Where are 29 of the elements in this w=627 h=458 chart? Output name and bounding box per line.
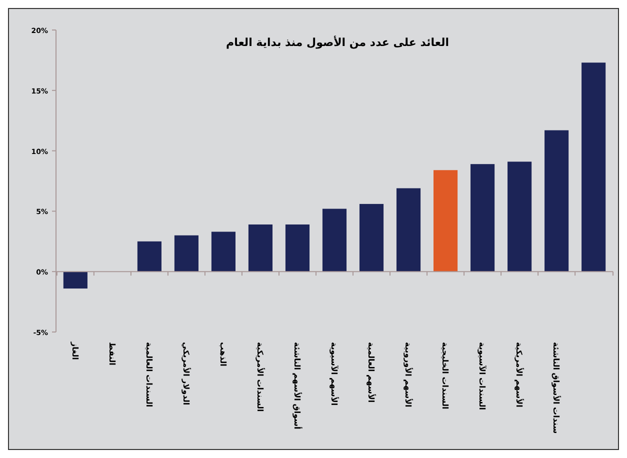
bar <box>248 224 273 272</box>
bar <box>396 188 421 272</box>
bar <box>470 164 495 272</box>
bar <box>434 170 458 272</box>
bar <box>211 232 236 272</box>
x-tick-label: الغاز <box>70 341 80 360</box>
x-tick-label: الأسهم العالمية <box>366 342 377 403</box>
bar <box>582 62 606 272</box>
x-tick-label: الأسهم الآسيوية <box>330 342 340 406</box>
bar <box>544 130 569 272</box>
x-tick-label: السندات الآسيوية <box>478 342 488 410</box>
x-tick-label: السندات الأمريكية <box>255 342 266 412</box>
bar <box>63 272 88 289</box>
x-tick-label: السندات الخليجية <box>440 342 450 410</box>
x-tick-label: الأسهم الأمريكية <box>514 342 525 408</box>
bar <box>322 208 347 272</box>
x-tick-label: السندات العالمية <box>144 342 154 408</box>
x-tick-label: الذهب <box>218 342 228 367</box>
bar <box>359 204 384 272</box>
x-tick-label: النفط <box>107 342 116 366</box>
text: العائد على عدد من الأصول منذ بداية العام <box>226 35 449 49</box>
bar <box>137 241 162 272</box>
x-tick-label: الأسهم الأوروبية <box>404 342 414 408</box>
bar <box>174 235 198 272</box>
bar <box>508 162 532 272</box>
x-tick-label: سندات الأسواق الناشئة <box>552 342 562 434</box>
bar <box>285 224 310 272</box>
x-tick-label: الدولار الأمريكي <box>181 342 192 406</box>
x-tick-label: أسواق الأسهم الناشئة <box>292 342 302 430</box>
